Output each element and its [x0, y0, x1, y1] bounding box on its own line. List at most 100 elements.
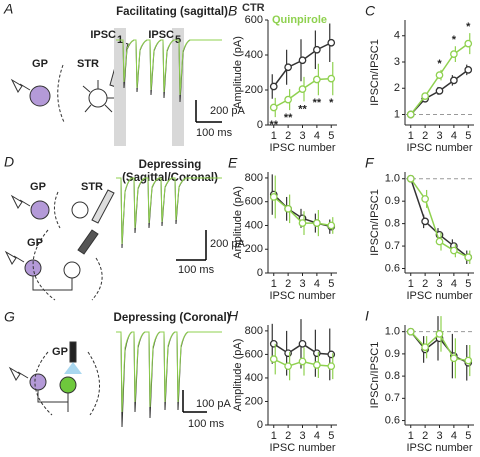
- data-point: [435, 87, 444, 95]
- significance-marker: *: [329, 97, 334, 109]
- x-tick-label: 1: [271, 278, 277, 290]
- data-point: [421, 92, 429, 100]
- scale-label: 100 pA: [196, 398, 232, 410]
- data-point: [464, 253, 473, 262]
- x-tick-label: 3: [299, 130, 305, 142]
- data-point: [298, 357, 307, 366]
- data-point: [284, 95, 292, 104]
- data-point: [327, 350, 336, 359]
- x-tick-label: 3: [436, 278, 442, 290]
- diagram-label: GP: [32, 58, 48, 70]
- x-tick-label: 1: [271, 130, 277, 142]
- x-tick-label: 1: [408, 430, 414, 442]
- x-tick-label: 1: [408, 130, 414, 142]
- data-point: [313, 45, 321, 54]
- y-tick-label: 0.8: [385, 370, 400, 382]
- significance-marker: **: [284, 112, 293, 124]
- y-axis-label: Amplitude (pA): [232, 339, 244, 412]
- panel-title: Depressing: [139, 159, 202, 171]
- significance-marker: **: [298, 103, 307, 115]
- data-point: [450, 354, 458, 363]
- data-point: [435, 71, 444, 79]
- y-tick-label: 0.6: [385, 262, 400, 274]
- data-point: [313, 361, 321, 369]
- data-point: [313, 349, 321, 358]
- data-point: [284, 349, 292, 358]
- panel-letter: A: [3, 1, 13, 17]
- y-tick-label: 0: [257, 119, 263, 131]
- scale-label: 100 ms: [196, 127, 233, 139]
- y-tick-label: 600: [245, 14, 263, 26]
- significance-marker: *: [437, 58, 442, 70]
- y-axis-label: Amplitude (pA): [232, 36, 244, 109]
- y-tick-label: 1.0: [385, 173, 400, 185]
- x-tick-label: 3: [436, 430, 442, 442]
- y-tick-label: 0.8: [385, 218, 400, 230]
- significance-marker: *: [466, 21, 471, 33]
- x-tick-label: 5: [465, 130, 471, 142]
- x-tick-label: 4: [451, 430, 457, 442]
- scale-label: 200 pA: [210, 238, 246, 250]
- panel-letter: I: [365, 308, 369, 324]
- legend-label: Quinpirole: [272, 14, 327, 26]
- x-tick-label: 3: [299, 430, 305, 442]
- x-tick-label: 4: [314, 430, 320, 442]
- significance-marker: **: [313, 97, 322, 109]
- x-tick-label: 2: [285, 430, 291, 442]
- x-tick-label: 2: [285, 278, 291, 290]
- panel-letter: G: [4, 309, 15, 325]
- data-point: [464, 39, 473, 48]
- diagram-label: GP: [52, 346, 68, 358]
- x-tick-label: 2: [422, 430, 428, 442]
- series-line: [410, 178, 469, 258]
- scale-label: 200 pA: [210, 105, 246, 117]
- data-point: [298, 219, 307, 227]
- x-tick-label: 4: [451, 130, 457, 142]
- y-tick-label: 400: [245, 49, 263, 61]
- ipsc-highlight: [172, 28, 184, 146]
- y-tick-label: 800: [245, 325, 263, 337]
- panel-letter: C: [365, 3, 376, 19]
- x-tick-label: 1: [271, 430, 277, 442]
- x-tick-label: 5: [328, 430, 334, 442]
- data-point: [406, 174, 415, 183]
- y-tick-label: 200: [245, 84, 263, 96]
- diagram-label: GP: [27, 237, 43, 249]
- y-axis-label: IPSCn/IPSC1: [369, 342, 381, 409]
- x-tick-label: 3: [436, 130, 442, 142]
- ephys-trace: [116, 331, 222, 413]
- data-point: [269, 193, 278, 201]
- x-tick-label: 4: [451, 278, 457, 290]
- y-axis-label: IPSCn/IPSC1: [369, 39, 381, 106]
- ipsc-marker: IPSC: [148, 29, 174, 41]
- x-axis-label: IPSC number: [269, 290, 335, 302]
- data-point: [284, 63, 292, 72]
- significance-marker: **: [269, 119, 278, 131]
- data-point: [450, 246, 458, 255]
- data-point: [298, 56, 307, 65]
- legend-label: CTR: [242, 2, 265, 14]
- y-tick-label: 3: [394, 56, 400, 68]
- y-tick-label: 0.6: [385, 414, 400, 426]
- data-point: [406, 110, 415, 119]
- data-point: [298, 339, 307, 348]
- panel-title: (Sagittal/Coronal): [122, 172, 218, 184]
- y-tick-label: 2: [394, 82, 400, 94]
- data-point: [269, 339, 278, 348]
- x-tick-label: 2: [422, 278, 428, 290]
- panel-letter: D: [4, 154, 14, 170]
- data-point: [450, 76, 458, 85]
- x-axis-label: IPSC number: [406, 142, 472, 154]
- y-tick-label: 4: [394, 30, 400, 42]
- panel-letter: F: [365, 155, 375, 171]
- data-point: [406, 327, 415, 336]
- x-tick-label: 2: [285, 130, 291, 142]
- data-point: [327, 362, 336, 371]
- x-tick-label: 4: [314, 130, 320, 142]
- data-point: [269, 82, 278, 91]
- diagram-label: STR: [81, 181, 103, 193]
- data-point: [313, 219, 321, 227]
- data-point: [435, 237, 444, 246]
- data-point: [421, 195, 429, 203]
